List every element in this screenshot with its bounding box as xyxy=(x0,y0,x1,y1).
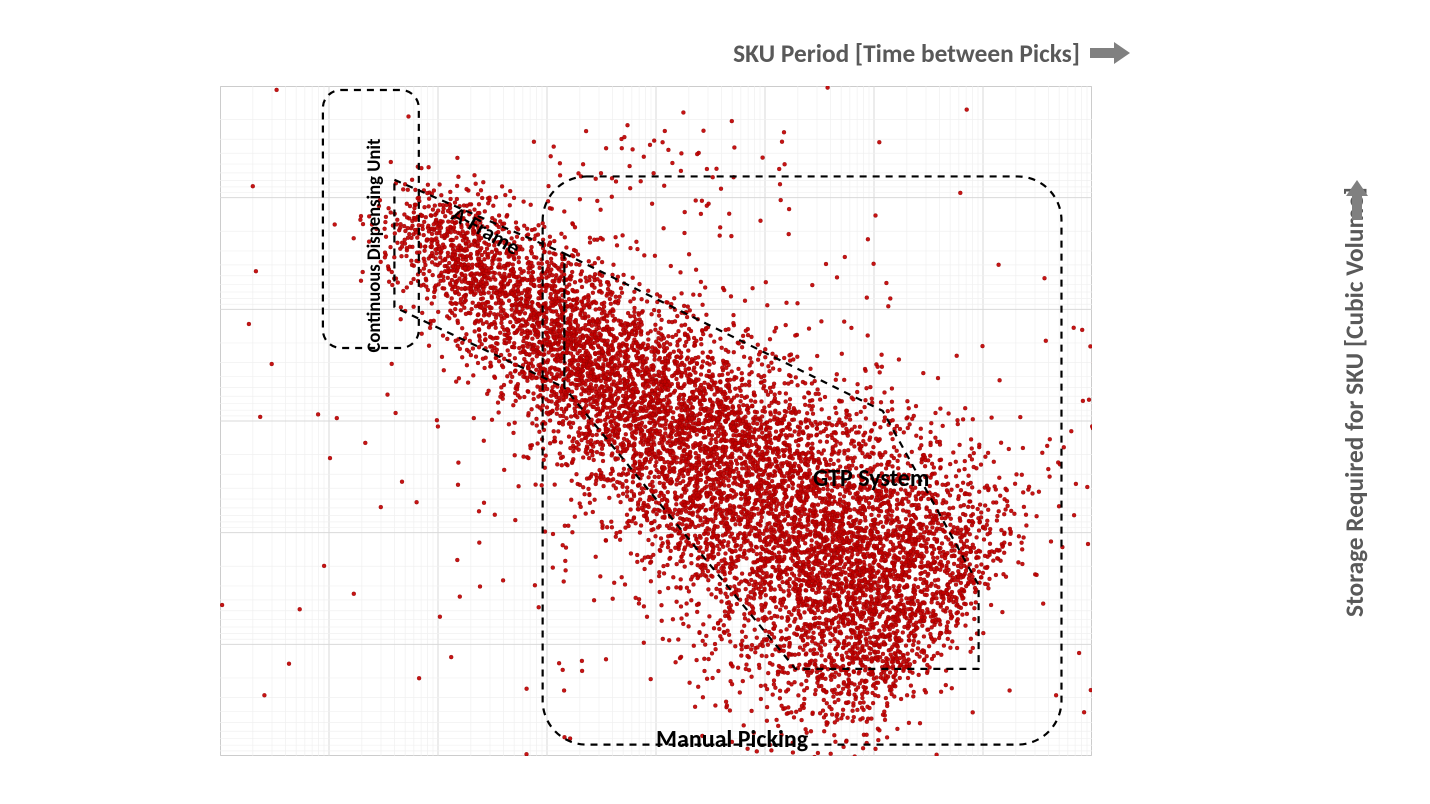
manual-label: Manual Picking xyxy=(656,725,808,754)
y-axis-title-text: Storage Required for SKU [Cubic Volume] xyxy=(1339,187,1370,617)
y-axis-title: Storage Required for SKU [Cubic Volume] xyxy=(1339,0,1370,804)
cdu-label: Continuous Dispensing Unit xyxy=(363,110,386,352)
gtp-label: GTP System xyxy=(813,464,929,493)
chart-wrap: { "chart": { "type": "scatter-with-regio… xyxy=(0,0,1430,804)
plot-svg xyxy=(220,86,1092,756)
arrow-right-icon xyxy=(1090,42,1130,69)
x-axis-title: SKU Period [Time between Picks] xyxy=(0,38,1080,69)
arrow-up-icon xyxy=(1346,180,1368,225)
x-axis-title-text: SKU Period [Time between Picks] xyxy=(733,38,1080,69)
